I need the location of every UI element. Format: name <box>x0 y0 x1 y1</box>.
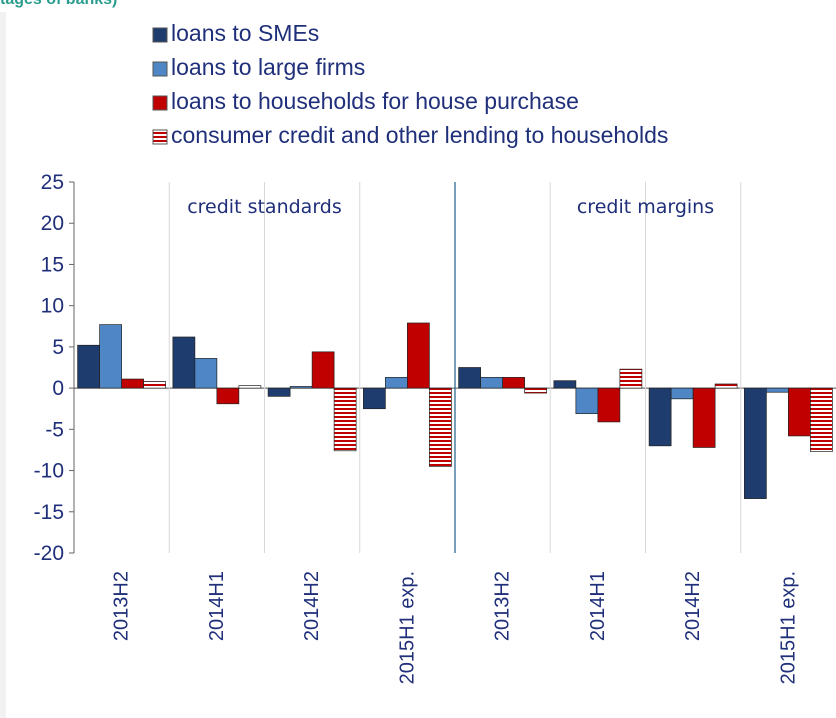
bar-loans-to-large-firms <box>575 387 599 415</box>
x-tick-label: 2014H1 <box>587 571 609 641</box>
legend: loans to SMEs loans to large firms loans t… <box>152 20 668 148</box>
y-tick-label: 15 <box>41 253 64 276</box>
axes: 25 20 15 10 5 0 -5 -10 -15 -20 credit standards cre… <box>34 171 836 684</box>
y-tick-label: 10 <box>41 295 64 318</box>
bar-loans-to-large-firms <box>480 377 503 389</box>
legend-swatch-loans-to-large-firms <box>152 61 168 77</box>
x-tick-label: 2014H2 <box>301 571 323 641</box>
bar-loans-to-large-firms <box>670 387 694 400</box>
bar-loans-to-smes <box>458 367 481 389</box>
bar-loans-to-large-firms <box>99 324 122 389</box>
bar-loans-to-large-firms <box>194 358 218 389</box>
x-tick-label: 2015H1 exp. <box>777 571 799 684</box>
x-tick-label: 2013H2 <box>111 571 133 641</box>
legend-label-loans-to-households-for-house-purchase: loans to households for house purchase <box>171 88 579 114</box>
bar-chart: loans to SMEs loans to large firms loans t… <box>34 20 836 684</box>
bar-consumer-credit-and-other-lending-to-households <box>524 387 547 394</box>
legend-swatch-consumer-credit-and-other-lending-to-households <box>152 129 168 145</box>
y-tick-label: -10 <box>34 460 64 483</box>
bar-consumer-credit-and-other-lending-to-households <box>714 383 738 389</box>
y-tick-label: 25 <box>41 171 64 194</box>
y-tick-label: 20 <box>41 212 64 235</box>
header-text: tages of banks) <box>0 0 117 9</box>
bar-loans-to-smes <box>77 344 100 389</box>
bar-loans-to-smes <box>553 380 577 389</box>
bar-consumer-credit-and-other-lending-to-households <box>810 387 833 452</box>
x-tick-label: 2014H1 <box>206 571 228 641</box>
bar-loans-to-households-for-house-purchase <box>216 387 240 405</box>
bar-loans-to-households-for-house-purchase <box>692 387 716 448</box>
y-tick-label: -15 <box>34 501 64 524</box>
bar-loans-to-households-for-house-purchase <box>311 351 335 389</box>
legend-label-loans-to-smes: loans to SMEs <box>171 20 319 46</box>
panel-label-credit-standards: credit standards <box>187 196 342 218</box>
bar-loans-to-large-firms <box>289 386 313 389</box>
bar-loans-to-smes <box>648 387 672 447</box>
panel-label-credit-margins: credit margins <box>577 196 714 218</box>
x-tick-label: 2013H2 <box>492 571 514 641</box>
bar-loans-to-large-firms <box>385 377 408 389</box>
bar-consumer-credit-and-other-lending-to-households <box>143 381 166 389</box>
bar-loans-to-large-firms <box>766 387 789 393</box>
bar-loans-to-smes <box>267 387 291 397</box>
y-tick-label: 5 <box>52 336 64 359</box>
top-strip: tages of banks) <box>0 0 836 12</box>
bar-loans-to-smes <box>172 336 196 389</box>
legend-swatch-loans-to-smes <box>152 27 168 43</box>
legend-swatch-loans-to-households-for-house-purchase <box>152 95 168 111</box>
y-tick-label: -20 <box>34 542 64 565</box>
bar-loans-to-households-for-house-purchase <box>121 378 144 389</box>
bar-consumer-credit-and-other-lending-to-households <box>619 368 643 389</box>
chart-panel: loans to SMEs loans to large firms loans t… <box>6 12 836 718</box>
bar-loans-to-households-for-house-purchase <box>502 377 525 389</box>
y-tick-label: -5 <box>45 418 64 441</box>
legend-label-loans-to-large-firms: loans to large firms <box>171 54 365 80</box>
bar-consumer-credit-and-other-lending-to-households <box>333 387 357 452</box>
bar-loans-to-smes <box>363 387 386 410</box>
bar-loans-to-smes <box>744 387 767 499</box>
bar-loans-to-households-for-house-purchase <box>407 322 430 389</box>
legend-label-consumer-credit-and-other-lending-to-households: consumer credit and other lending to hou… <box>171 122 668 148</box>
bar-consumer-credit-and-other-lending-to-households <box>429 387 452 467</box>
bar-loans-to-households-for-house-purchase <box>597 387 621 423</box>
bar-loans-to-households-for-house-purchase <box>788 387 811 437</box>
bar-consumer-credit-and-other-lending-to-households <box>238 385 262 389</box>
x-tick-label: 2015H1 exp. <box>396 571 418 684</box>
x-tick-label: 2014H2 <box>682 571 704 641</box>
bars <box>77 322 833 499</box>
y-tick-label: 0 <box>52 377 64 400</box>
